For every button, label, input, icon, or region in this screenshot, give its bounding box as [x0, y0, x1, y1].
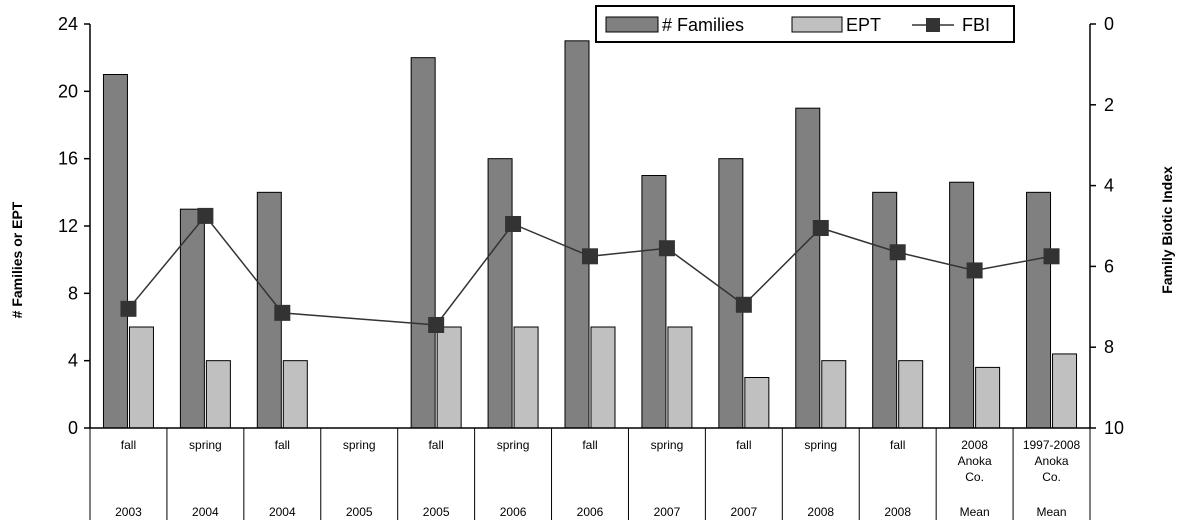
legend: # Families EPT FBI [595, 5, 1015, 43]
bar-ept [898, 360, 924, 429]
fbi-point [505, 215, 522, 232]
legend-swatch-ept [791, 16, 843, 33]
fbi-point [966, 262, 983, 279]
category-year-label: Mean [1037, 505, 1067, 519]
category-label: spring [497, 438, 530, 452]
category-label: spring [804, 438, 837, 452]
y-tick-label-right: 0 [1104, 14, 1114, 34]
bar-families [641, 175, 667, 429]
category-label: spring [189, 438, 222, 452]
category-year-label: 2006 [577, 505, 604, 519]
y-tick-label-right: 2 [1104, 95, 1114, 115]
legend-label-fbi: FBI [962, 15, 990, 35]
bar-families [718, 158, 744, 429]
fbi-line [127, 214, 1052, 326]
fbi-point [197, 207, 214, 224]
category-label: 2008 [961, 438, 988, 452]
bar-ept [128, 326, 154, 429]
category-year-label: 2004 [269, 505, 296, 519]
bar-ept [282, 360, 308, 429]
fbi-point [658, 240, 675, 257]
fbi-point [582, 248, 598, 265]
bar-families [872, 191, 898, 429]
fbi-point [735, 296, 752, 313]
bar-families [410, 57, 436, 429]
bar-families [564, 40, 590, 429]
category-year-label: 2004 [192, 505, 219, 519]
bar-ept [821, 360, 847, 429]
bar-layer [102, 40, 1078, 429]
fbi-point [274, 304, 291, 321]
category-label: fall [121, 438, 136, 452]
category-year-label: 2005 [423, 505, 450, 519]
category-label: fall [428, 438, 443, 452]
y-tick-label-right: 6 [1104, 256, 1114, 276]
y-tick-label-left: 4 [68, 351, 78, 371]
category-year-label: 2006 [500, 505, 527, 519]
fbi-point [812, 220, 829, 237]
category-label: fall [890, 438, 905, 452]
legend-swatch-families [605, 16, 659, 33]
category-label: Anoka [1035, 454, 1069, 468]
y-tick-label-right: 8 [1104, 337, 1114, 357]
bar-ept [975, 366, 1001, 429]
bar-families [795, 107, 821, 429]
bar-ept [744, 377, 770, 429]
y-tick-label-right: 4 [1104, 176, 1114, 196]
legend-label-ept: EPT [846, 15, 881, 35]
bar-families [102, 74, 128, 429]
category-year-label: 2005 [346, 505, 373, 519]
bar-ept [667, 326, 693, 429]
category-label: fall [736, 438, 751, 452]
fbi-point [120, 300, 137, 317]
legend-marker-fbi [926, 18, 940, 32]
bar-families [487, 158, 513, 429]
y-tick-label-left: 8 [68, 283, 78, 303]
bar-families [179, 208, 205, 429]
category-label: spring [343, 438, 376, 452]
category-year-label: 2007 [730, 505, 757, 519]
fbi-point [889, 244, 906, 261]
legend-label-families: # Families [662, 15, 744, 35]
category-year-label: 2008 [807, 505, 834, 519]
fbi-point [1043, 248, 1060, 265]
y-tick-label-left: 16 [58, 149, 78, 169]
bar-families [1026, 191, 1052, 429]
category-label: fall [582, 438, 597, 452]
y-axis-title-right: Family Biotic Index [1159, 166, 1175, 294]
y-tick-label-right: 10 [1104, 418, 1124, 438]
bar-ept [513, 326, 539, 429]
category-label: fall [275, 438, 290, 452]
category-label: spring [651, 438, 684, 452]
y-tick-label-left: 24 [58, 14, 78, 34]
fbi-line-layer [120, 207, 1060, 333]
bar-ept [590, 326, 616, 429]
category-year-label: Mean [960, 505, 990, 519]
category-year-label: 2003 [115, 505, 142, 519]
category-label: Co. [965, 470, 984, 484]
category-layer: fall 2003 spring 2004 fall 2004 spring 2005 fall… [89, 428, 1091, 520]
y-tick-label-left: 12 [58, 216, 78, 236]
category-year-label: 2007 [654, 505, 681, 519]
category-label: 1997-2008 [1023, 438, 1081, 452]
y-tick-label-left: 20 [58, 81, 78, 101]
y-axis-title-left: # Families or EPT [9, 201, 25, 318]
category-label: Co. [1042, 470, 1061, 484]
category-label: Anoka [958, 454, 992, 468]
fbi-point [428, 316, 445, 333]
bar-ept [205, 360, 231, 429]
bar-ept [436, 326, 462, 429]
bar-ept [1052, 353, 1078, 429]
bar-families [949, 181, 975, 429]
category-year-label: 2008 [884, 505, 911, 519]
y-tick-label-left: 0 [68, 418, 78, 438]
